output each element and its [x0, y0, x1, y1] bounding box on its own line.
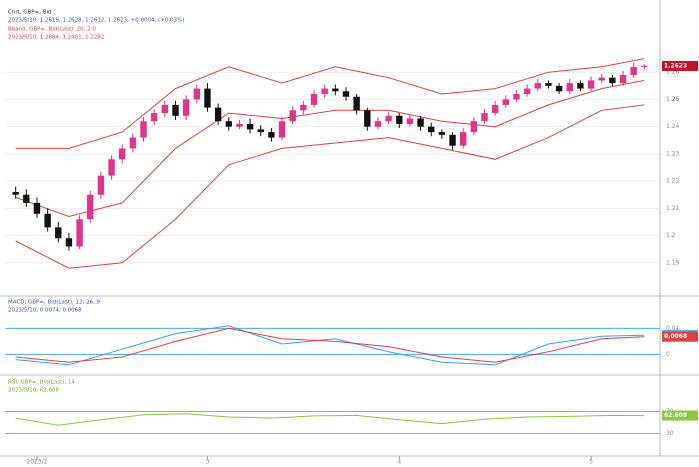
- y-tick-label: 1.23: [666, 150, 680, 157]
- candle-body: [310, 94, 318, 105]
- candle-body: [278, 121, 286, 138]
- band-title: Bband, GBP=, Bid(Last), 20, 2.0: [8, 27, 96, 33]
- candle-body: [534, 83, 541, 89]
- band-lower: [15, 104, 645, 269]
- last-value-label: 1.2623: [664, 62, 687, 69]
- candle-body: [396, 115, 403, 124]
- rsi-subtitle: 2023/5/10, 62.608: [8, 388, 59, 394]
- candle-body: [545, 83, 552, 86]
- candle-body: [428, 126, 435, 133]
- indicator-line: [15, 327, 645, 363]
- candle-body: [364, 110, 371, 127]
- band-middle: [15, 79, 645, 218]
- candle-body: [257, 129, 264, 133]
- candle-body: [87, 194, 94, 220]
- y-tick-label: 1.22: [666, 178, 680, 185]
- indicator-line: [15, 325, 645, 366]
- candle-body: [246, 123, 254, 130]
- y-tick-label: 0.01: [666, 325, 680, 332]
- candle-body: [566, 83, 573, 92]
- band-upper: [15, 58, 645, 149]
- candle-body: [609, 77, 616, 84]
- candle-body: [630, 67, 637, 75]
- candle-body: [385, 115, 392, 122]
- candle-body: [76, 219, 83, 247]
- candle-body: [140, 121, 147, 138]
- candle-body: [598, 77, 605, 81]
- candle-body: [353, 96, 360, 111]
- last-value-box: [662, 331, 698, 342]
- y-tick-label: 1.19: [666, 259, 680, 266]
- candle-body: [23, 194, 30, 203]
- x-tick-label: 2023/2: [26, 459, 47, 466]
- y-tick-label: 0: [666, 351, 670, 358]
- candle-body: [55, 227, 62, 239]
- candle-body: [481, 113, 488, 122]
- candle-body: [587, 80, 595, 89]
- y-tick-label: 1.21: [666, 205, 680, 212]
- macd-subtitle: 2023/5/10, 0.0074, 0.0068: [8, 308, 82, 314]
- candle-body: [172, 104, 179, 116]
- y-tick-label: 1.26: [666, 69, 680, 76]
- candle-body: [214, 107, 222, 122]
- price-subtitle: 2023/5/10, 1.2619, 1.2628, 1.2612, 1.262…: [8, 18, 184, 24]
- candle-body: [470, 121, 478, 133]
- candle-body: [555, 85, 563, 92]
- y-tick-label: 30: [666, 430, 674, 437]
- candle-body: [619, 74, 627, 84]
- candle-body: [449, 134, 456, 146]
- rsi-title: RSI, GBP=, Bid(Last), 14: [8, 380, 75, 386]
- candle-body: [513, 94, 520, 100]
- candle-body: [204, 88, 211, 108]
- last-value-box: [662, 410, 698, 421]
- candle-body: [523, 88, 531, 94]
- last-value-label: 62.608: [664, 412, 687, 419]
- candle-body: [119, 148, 126, 160]
- y-tick-label: 1.2: [666, 232, 676, 239]
- candle-body: [342, 91, 350, 97]
- candle-body: [417, 118, 424, 127]
- candle-body: [332, 88, 339, 92]
- candle-body: [108, 159, 115, 176]
- candle-body: [161, 104, 169, 114]
- candle-body: [33, 202, 41, 214]
- indicator-line: [15, 413, 645, 426]
- x-tick-label: 4: [397, 459, 401, 466]
- band-subtitle: 2023/5/10, 1.2684, 1.2401, 1.2282: [8, 35, 104, 41]
- x-tick-label: 3: [206, 459, 210, 466]
- candle-body: [438, 132, 446, 135]
- candle-body: [97, 175, 105, 195]
- candle-body: [641, 65, 648, 68]
- candle-body: [65, 238, 73, 247]
- candle-body: [460, 132, 467, 146]
- candle-body: [236, 123, 243, 127]
- candle-body: [225, 121, 232, 127]
- y-tick-label: 1.24: [666, 123, 680, 130]
- candle-body: [502, 99, 510, 105]
- candle-body: [577, 83, 584, 89]
- candle-body: [193, 88, 200, 100]
- candle-body: [12, 192, 19, 195]
- candle-body: [268, 132, 275, 138]
- candle-body: [406, 118, 414, 124]
- candle-body: [321, 88, 328, 94]
- y-tick-label: 1.25: [666, 96, 680, 103]
- candle-body: [129, 137, 137, 149]
- candle-body: [491, 104, 499, 114]
- candle-body: [150, 113, 158, 122]
- candle-body: [289, 110, 296, 122]
- candle-body: [44, 213, 51, 228]
- candle-body: [300, 104, 307, 111]
- price-title: Chrt, GBP=, Bid: [8, 10, 52, 16]
- macd-title: MACD, GBP=, Bid(Last), 12, 26, 9: [8, 300, 100, 306]
- x-tick-label: 5: [589, 459, 593, 466]
- last-value-box: [662, 60, 698, 71]
- last-value-label: 0.0068: [664, 333, 687, 340]
- candle-body: [182, 99, 190, 116]
- candle-body: [374, 121, 382, 127]
